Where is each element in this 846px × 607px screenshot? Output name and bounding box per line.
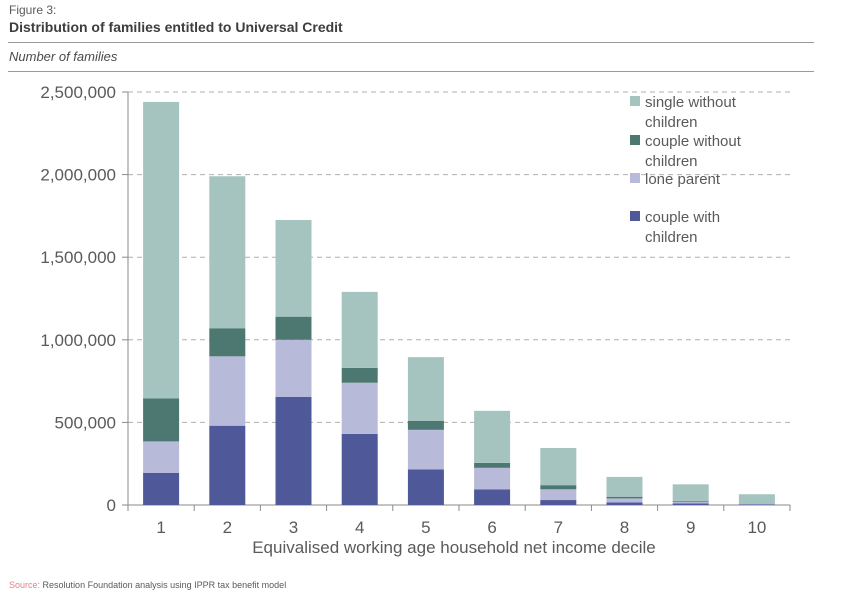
y-tick-label: 500,000 [55, 413, 116, 432]
bar-segment [209, 425, 246, 505]
y-tick-label: 2,000,000 [40, 166, 116, 185]
bar-segment [341, 382, 378, 434]
y-tick-label: 1,500,000 [40, 248, 116, 267]
chart-title: Distribution of families entitled to Uni… [9, 19, 343, 35]
bar-segment [341, 433, 378, 505]
bar-segment [341, 367, 378, 383]
x-tick-label: 7 [554, 518, 563, 537]
source-text: Resolution Foundation analysis using IPP… [42, 580, 287, 590]
bar-segment [606, 498, 643, 503]
bar-segment [143, 398, 180, 442]
bar-segment [407, 429, 444, 470]
bar-segment [606, 496, 643, 499]
bar-segment [275, 396, 312, 505]
x-tick-label: 5 [421, 518, 430, 537]
bar-segment [275, 220, 312, 317]
y-tick-label: 1,000,000 [40, 331, 116, 350]
bar-segment [143, 472, 180, 505]
legend-label: couple with [645, 209, 720, 226]
title-divider [8, 42, 814, 43]
legend-swatch [630, 173, 640, 183]
bar-segment [209, 176, 246, 329]
x-tick-label: 6 [487, 518, 496, 537]
legend-label: single without [645, 94, 737, 111]
bar-segment [738, 494, 775, 504]
bar-segment [341, 291, 378, 368]
bar-segment [407, 420, 444, 430]
bar-segment [672, 501, 709, 504]
legend-swatch [630, 96, 640, 106]
bar-segment [474, 489, 511, 505]
units-label: Number of families [9, 49, 118, 64]
figure-label: Figure 3: [9, 3, 57, 17]
y-tick-label: 0 [107, 496, 116, 515]
legend-label: children [645, 153, 698, 170]
bar-segment [209, 328, 246, 357]
source-note: Source: Resolution Foundation analysis u… [9, 580, 286, 590]
source-key: Source: [9, 580, 41, 590]
bar-segment [738, 503, 775, 505]
bar-segment [407, 357, 444, 421]
bar-segment [143, 441, 180, 473]
x-tick-label: 8 [620, 518, 629, 537]
x-axis-title: Equivalised working age household net in… [252, 538, 656, 557]
bar-segment [540, 500, 577, 505]
x-tick-label: 2 [223, 518, 232, 537]
bar-segment [275, 339, 312, 397]
bar-segment [540, 448, 577, 486]
y-tick-label: 2,500,000 [40, 83, 116, 102]
legend-swatch [630, 211, 640, 221]
x-tick-label: 3 [289, 518, 298, 537]
bar-segment [540, 489, 577, 501]
units-divider [8, 71, 814, 72]
bar-segment [209, 356, 246, 426]
bar-segment [407, 469, 444, 505]
bar-segment [474, 462, 511, 468]
bar-segment [474, 410, 511, 463]
bar-segment [672, 503, 709, 505]
bar-segment [474, 467, 511, 490]
x-tick-label: 4 [355, 518, 364, 537]
legend-label: lone parent [645, 171, 721, 188]
x-tick-label: 1 [156, 518, 165, 537]
bar-segment [540, 485, 577, 490]
legend-label: children [645, 229, 698, 246]
legend-swatch [630, 135, 640, 145]
legend-label: couple without [645, 133, 742, 150]
legend-label: children [645, 114, 698, 131]
bar-segment [672, 500, 709, 502]
x-tick-label: 10 [747, 518, 766, 537]
bar-segment [672, 484, 709, 501]
bar-segment [143, 101, 180, 399]
bar-segment [606, 476, 643, 497]
x-tick-label: 9 [686, 518, 695, 537]
bar-segment [606, 502, 643, 505]
bar-segment [275, 316, 312, 340]
